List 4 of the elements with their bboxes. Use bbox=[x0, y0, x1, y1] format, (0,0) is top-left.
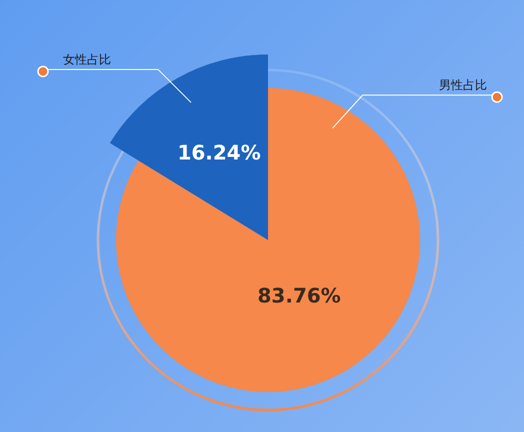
slice-label: 男性占比 bbox=[439, 78, 487, 92]
slice-label: 女性占比 bbox=[63, 52, 111, 66]
data-label: 83.76% bbox=[258, 284, 341, 308]
data-label: 16.24% bbox=[177, 140, 261, 165]
